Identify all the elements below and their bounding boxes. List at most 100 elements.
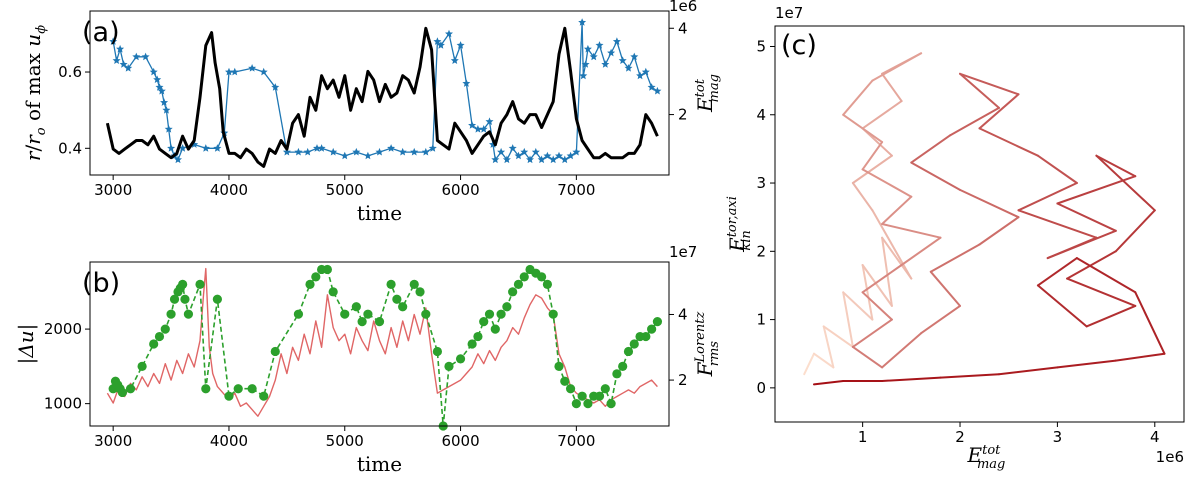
y-tick-label: 3 [756,174,766,192]
plot-frame-c [774,25,1185,423]
delta-u-point [357,317,367,327]
trajectory-segment [1085,304,1137,328]
delta-u-point [496,309,506,319]
trajectory-segment [1114,209,1156,253]
y-tick-label: 1 [756,311,766,329]
radius-point [618,56,627,64]
radius-point [116,44,125,53]
delta-u-point [259,391,269,401]
right-y-tick-label: 4 [678,305,688,323]
radius-point [421,147,430,156]
plot-frame-b [89,261,670,427]
radius-point [485,117,494,125]
radius-point [201,144,210,152]
trajectory-segment [929,243,981,273]
trajectory-segment [1056,359,1117,369]
delta-u-point [363,309,373,319]
delta-u-point [467,339,477,349]
left-y-tick-label: 0.4 [58,139,82,157]
delta-u-point [311,272,321,282]
trajectory-segment [822,325,854,348]
trajectory-segment [978,93,1020,130]
trajectory-segment [1066,277,1137,307]
y-axis-exponent: 1e7 [775,4,803,22]
trajectory-segment [959,72,1000,109]
radius-point [636,71,644,80]
radius-point [428,144,437,152]
delta-u-point [169,294,180,304]
delta-u-point [233,384,243,394]
right-y-axis-label: FLorentzrms [693,312,722,378]
panel-b: 3000 4000 5000 6000 7000 time 1000 2000 |Δu| 2 4 1e… [14,243,722,476]
x-tick-label: 5000 [326,181,364,199]
delta-u-point [444,361,454,371]
delta-u-point [647,324,657,334]
trajectory-segment [1066,250,1117,280]
radius-point [583,44,592,53]
delta-u-point [224,391,234,401]
radius-point [630,52,639,61]
delta-u-point [432,346,442,357]
y-axis-label: Etor,axikin [725,196,754,253]
radius-point [164,125,173,133]
trajectory-segment [881,195,913,225]
radius-point [607,48,616,57]
trajectory-segment [881,376,942,382]
delta-u-point [565,384,576,394]
delta-u-point [479,317,489,327]
delta-u-point [629,339,639,349]
delta-u-point [392,294,402,304]
radius-point [647,83,656,91]
trajectory-segment [861,168,913,198]
trajectory-segment [1017,209,1098,239]
radius-point [410,147,419,156]
delta-u-point [571,399,581,409]
delta-u-point [473,331,483,342]
delta-u-point [195,279,205,289]
radius-point [329,147,338,156]
delta-u-point [600,384,610,394]
trajectory-segment [851,154,893,184]
radius-point [537,155,546,164]
x-tick-label: 3 [1053,428,1063,446]
delta-u-point [421,309,431,319]
delta-u-point [351,302,361,312]
right-y-tick-label: 2 [678,371,688,389]
delta-u-point [180,294,190,304]
radius-point [303,147,312,156]
radius-point [595,41,604,49]
right-y-axis-label: Etotmag [693,74,722,113]
trajectory-segment [813,380,845,386]
delta-u-point [623,346,634,357]
left-y-tick-label: 2000 [44,320,82,338]
delta-u-point [542,279,553,289]
radius-point [317,144,326,152]
radius-point [491,155,500,164]
trajectory-segment [861,291,893,321]
radius-point [119,60,128,68]
radius-point [109,37,118,45]
radius-point [589,52,598,61]
x-tick-label: 4000 [210,181,248,199]
delta-u-point [270,346,280,357]
x-tick-label: 1 [858,428,868,446]
radius-point [560,155,569,164]
radius-point [160,98,169,106]
trajectory-segment [920,304,961,335]
trajectory-segment [910,161,961,191]
radius-point [313,144,321,152]
x-tick-label: 7000 [557,432,595,450]
right-y-tick-label: 2 [678,106,688,124]
trajectory-segment [1036,154,1078,184]
radius-point [473,125,482,133]
lorentz-series-line [106,267,658,417]
radius-point [387,144,396,152]
radius-point [581,60,590,68]
radius-point [259,67,268,76]
trajectory-segment [1036,284,1088,328]
x-tick-label: 3000 [94,432,132,450]
radius-point [124,64,133,72]
trajectory-segment [861,141,884,171]
trajectory-segment [842,291,874,321]
